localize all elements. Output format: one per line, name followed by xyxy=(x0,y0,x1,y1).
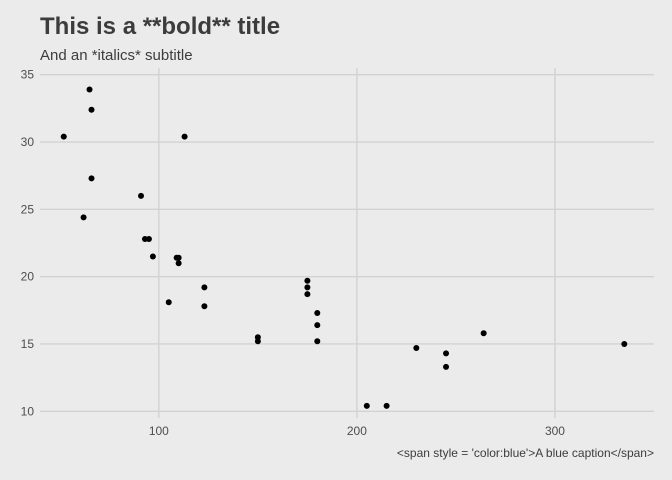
y-tick-label-10: 10 xyxy=(21,404,35,418)
scatter-point-22 xyxy=(314,322,321,329)
scatter-point-0 xyxy=(60,133,67,140)
scatter-point-2 xyxy=(86,86,93,93)
scatter-point-30 xyxy=(621,340,628,347)
scatter-point-7 xyxy=(145,235,152,242)
y-tick-label-20: 20 xyxy=(21,270,35,284)
scatter-point-13 xyxy=(181,133,188,140)
tick-labels: 10 15 20 25 30 35 100 200 300 xyxy=(21,68,566,438)
chart-title: This is a **bold** title xyxy=(40,13,281,40)
y-tick-label-35: 35 xyxy=(21,68,35,82)
x-tick-label-300: 300 xyxy=(545,424,565,438)
chart-subtitle: And an *italics* subtitle xyxy=(40,47,193,64)
x-tick-label-200: 200 xyxy=(347,424,367,438)
scatter-point-23 xyxy=(314,338,321,345)
scatter-point-29 xyxy=(480,330,487,337)
scatter-point-11 xyxy=(175,254,182,261)
scatter-point-19 xyxy=(304,284,311,291)
scatter-point-28 xyxy=(443,363,450,370)
scatter-point-12 xyxy=(175,260,182,267)
scatter-point-25 xyxy=(383,402,390,409)
x-tick-label-100: 100 xyxy=(149,424,169,438)
y-tick-label-25: 25 xyxy=(21,202,35,216)
y-tick-label-15: 15 xyxy=(21,337,35,351)
scatter-point-27 xyxy=(443,350,450,357)
scatter-point-17 xyxy=(254,338,261,345)
scatter-point-26 xyxy=(413,345,420,351)
scatter-point-20 xyxy=(304,291,311,298)
scatter-point-8 xyxy=(149,253,156,260)
scatter-point-1 xyxy=(80,214,87,221)
scatter-point-18 xyxy=(304,277,311,284)
scatter-point-5 xyxy=(138,192,145,199)
y-tick-label-30: 30 xyxy=(21,135,35,149)
scatter-point-14 xyxy=(201,284,208,291)
grid-layer xyxy=(40,68,654,418)
scatter-point-15 xyxy=(201,303,208,310)
data-points xyxy=(60,86,628,409)
scatter-point-3 xyxy=(88,106,95,113)
scatter-point-4 xyxy=(88,175,95,182)
chart-caption: <span style = 'color:blue'>A blue captio… xyxy=(396,446,654,460)
scatter-point-9 xyxy=(165,299,172,306)
scatter-point-24 xyxy=(363,402,370,409)
scatter-point-21 xyxy=(314,310,321,316)
